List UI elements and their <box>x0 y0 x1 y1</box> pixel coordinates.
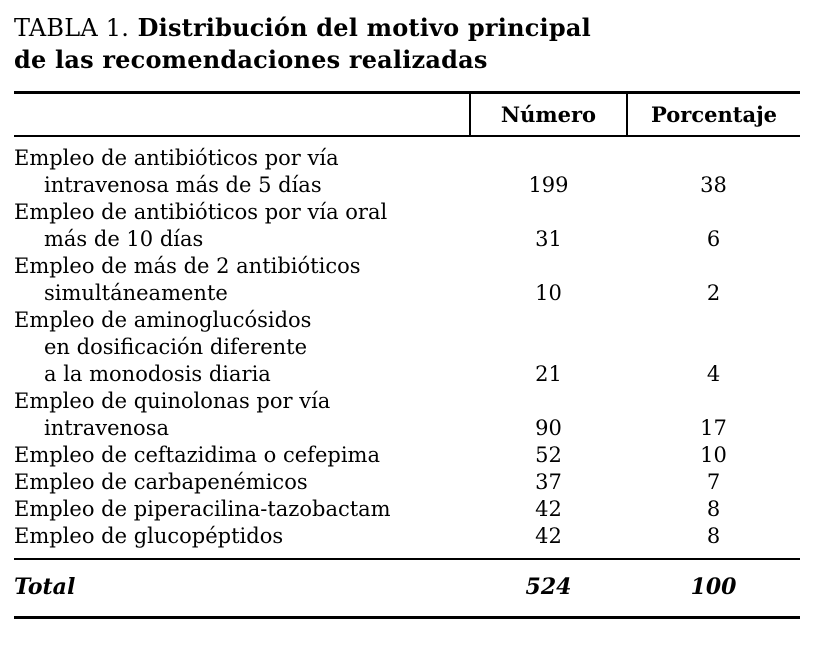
row-porcentaje: 6 <box>706 227 721 251</box>
table-title-line2: de las recomendaciones realizadas <box>14 45 488 74</box>
row-numero: 31 <box>535 227 562 251</box>
row-label-line: simultáneamente <box>44 281 228 305</box>
row-label-line: intravenosa <box>44 416 169 440</box>
row-label-line: Empleo de quinolonas por vía <box>14 389 331 413</box>
row-label-line: Empleo de más de 2 antibióticos <box>14 254 361 278</box>
total-label: Total <box>14 558 470 618</box>
table-row: Empleo de piperacilina-tazobactam 42 8 <box>14 496 800 523</box>
total-porcentaje: 100 <box>627 558 800 618</box>
table-row: Empleo de ceftazidima o cefepima 52 10 <box>14 442 800 469</box>
row-porcentaje: 2 <box>706 281 721 305</box>
row-label: Empleo de quinolonas por vía intravenosa <box>14 388 470 442</box>
row-porcentaje: 8 <box>706 524 721 548</box>
row-label: Empleo de carbapenémicos <box>14 469 470 496</box>
row-label-line: Empleo de aminoglucósidos <box>14 308 312 332</box>
row-label-line: Empleo de antibióticos por vía oral <box>14 200 388 224</box>
data-table: Número Porcentaje Empleo de antibióticos… <box>14 91 800 619</box>
table-row: Empleo de glucopéptidos 42 8 <box>14 523 800 559</box>
row-label: Empleo de ceftazidima o cefepima <box>14 442 470 469</box>
row-label-line: Empleo de ceftazidima o cefepima <box>14 443 380 467</box>
row-porcentaje: 17 <box>700 416 727 440</box>
header-row: Número Porcentaje <box>14 92 800 137</box>
table-title-prefix: TABLA 1. <box>14 14 130 42</box>
row-label-line: intravenosa más de 5 días <box>44 173 322 197</box>
row-label: Empleo de glucopéptidos <box>14 523 470 559</box>
header-empty-cell <box>14 92 470 137</box>
row-label-line: más de 10 días <box>44 227 204 251</box>
table-row: Empleo de quinolonas por vía intravenosa… <box>14 388 800 442</box>
table-row: Empleo de carbapenémicos 37 7 <box>14 469 800 496</box>
table-row: Empleo de más de 2 antibióticos simultán… <box>14 253 800 307</box>
row-numero: 42 <box>535 497 562 521</box>
header-numero: Número <box>468 92 628 137</box>
table-title-text: Distribución del motivo principal <box>137 13 591 42</box>
row-numero: 37 <box>535 470 562 494</box>
row-label: Empleo de antibióticos por vía intraveno… <box>14 136 470 199</box>
row-numero: 90 <box>535 416 562 440</box>
row-numero: 42 <box>535 524 562 548</box>
row-numero: 199 <box>528 173 569 197</box>
table-header: Número Porcentaje <box>14 92 800 137</box>
row-porcentaje: 7 <box>706 470 721 494</box>
row-numero: 10 <box>535 281 562 305</box>
table-row: Empleo de aminoglucósidos en dosificació… <box>14 307 800 388</box>
row-label-line: Empleo de piperacilina-tazobactam <box>14 497 391 521</box>
row-porcentaje: 4 <box>706 362 721 386</box>
table-row: Empleo de antibióticos por vía intraveno… <box>14 136 800 199</box>
table-row: Empleo de antibióticos por vía oral más … <box>14 199 800 253</box>
header-porcentaje: Porcentaje <box>626 92 800 137</box>
table-footer: Total 524 100 <box>14 558 800 618</box>
row-label-line: Empleo de glucopéptidos <box>14 524 284 548</box>
row-porcentaje: 10 <box>700 443 727 467</box>
total-numero: 524 <box>469 558 628 618</box>
row-label: Empleo de más de 2 antibióticos simultán… <box>14 253 470 307</box>
row-label-line: en dosificación diferente <box>44 335 308 359</box>
row-label: Empleo de piperacilina-tazobactam <box>14 496 470 523</box>
row-label-line: a la monodosis diaria <box>44 362 271 386</box>
row-numero: 21 <box>535 362 562 386</box>
row-numero: 52 <box>535 443 562 467</box>
row-label-line: Empleo de carbapenémicos <box>14 470 308 494</box>
total-row: Total 524 100 <box>14 558 800 618</box>
row-label: Empleo de aminoglucósidos en dosificació… <box>14 307 470 388</box>
table-title: TABLA 1. Distribución del motivo princip… <box>14 12 800 75</box>
row-label-line: Empleo de antibióticos por vía <box>14 146 339 170</box>
row-porcentaje: 38 <box>700 173 727 197</box>
row-porcentaje: 8 <box>706 497 721 521</box>
table-body: Empleo de antibióticos por vía intraveno… <box>14 136 800 559</box>
row-label: Empleo de antibióticos por vía oral más … <box>14 199 470 253</box>
